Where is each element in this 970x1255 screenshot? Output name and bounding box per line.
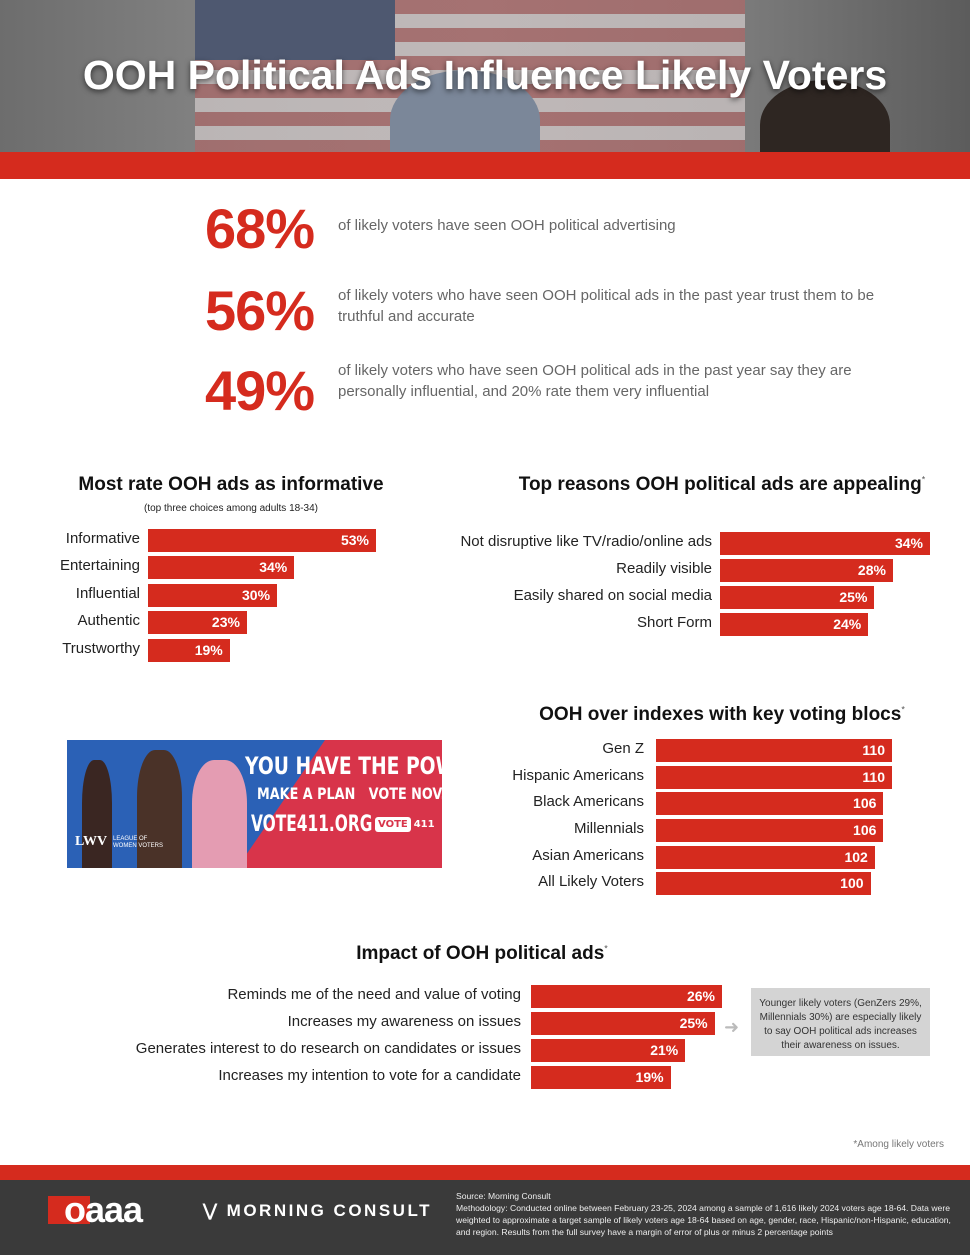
chart-title: OOH over indexes with key voting blocs* <box>482 704 962 726</box>
stat-value: 56% <box>205 279 315 342</box>
billboard-headline: YOU HAVE THE POWER <box>245 752 442 780</box>
lwv-name: LEAGUE OF WOMEN VOTERS <box>113 836 164 849</box>
methodology-text: Methodology: Conducted online between Fe… <box>456 1203 951 1237</box>
footnote: *Among likely voters <box>853 1139 944 1150</box>
oaaa-logo: oaaa <box>48 1189 143 1230</box>
chart-title-text: Most rate OOH ads as informative <box>78 474 384 495</box>
bar: 21% <box>531 1039 686 1062</box>
asterisk: * <box>901 704 905 715</box>
bar-label: Millennials <box>573 820 644 837</box>
stat-text: of likely voters who have seen OOH polit… <box>338 362 852 400</box>
stat-text: of likely voters have seen OOH political… <box>338 217 676 234</box>
bar: 110 <box>656 766 892 789</box>
stat-text: of likely voters who have seen OOH polit… <box>338 287 875 325</box>
flag-canton <box>195 0 395 60</box>
source-line: Source: Morning Consult <box>456 1191 551 1201</box>
bar-label: Easily shared on social media <box>513 587 712 604</box>
bar-label: Not disruptive like TV/radio/online ads <box>460 533 712 550</box>
person-image <box>137 750 182 868</box>
bar: 106 <box>656 819 884 842</box>
billboard-url: VOTE411.ORG <box>251 812 373 837</box>
morning-consult-text: MORNING CONSULT <box>226 1201 432 1220</box>
bar: 110 <box>656 739 892 762</box>
bar: 102 <box>656 846 875 869</box>
chart-subtitle: (top three choices among adults 18-34) <box>144 503 318 514</box>
billboard-subline: MAKE A PLAN VOTE NOV. 8 <box>257 784 442 803</box>
page-title: OOH Political Ads Influence Likely Voter… <box>82 52 888 98</box>
bar-label: Trustworthy <box>62 640 140 657</box>
bar-label: Hispanic Americans <box>512 767 644 784</box>
bar-label: Authentic <box>77 612 140 629</box>
billboard-image: YOU HAVE THE POWER MAKE A PLAN VOTE NOV.… <box>67 740 442 868</box>
bar-label: Generates interest to do research on can… <box>135 1040 521 1057</box>
bar: 24% <box>720 613 869 636</box>
asterisk: * <box>921 474 926 485</box>
arrow-right-icon: ➜ <box>724 1017 740 1037</box>
bar: 19% <box>148 639 230 662</box>
bar: 28% <box>720 559 893 582</box>
footer-divider <box>0 1165 970 1180</box>
bar: 25% <box>531 1012 715 1035</box>
bar: 26% <box>531 985 722 1008</box>
chart-title-text: Impact of OOH political ads <box>356 943 605 964</box>
chevron-logo-icon: ⋁ <box>203 1201 227 1220</box>
chart-title: Impact of OOH political ads* <box>242 943 722 965</box>
vote411-number: 411 <box>413 819 435 830</box>
bar-label: Black Americans <box>533 793 644 810</box>
bar-label: Influential <box>75 585 140 602</box>
bar-label: Increases my intention to vote for a can… <box>218 1067 521 1084</box>
bar: 34% <box>148 556 295 579</box>
bar: 53% <box>148 529 376 552</box>
person-image <box>82 760 112 868</box>
bar: 25% <box>720 586 875 609</box>
stat-value: 68% <box>205 197 315 260</box>
header-photo <box>0 0 970 152</box>
bar: 34% <box>720 532 930 555</box>
bar: 30% <box>148 584 278 607</box>
bar: 106 <box>656 792 884 815</box>
morning-consult-logo: ⋁ MORNING CONSULT <box>203 1201 432 1221</box>
chart-title: Most rate OOH ads as informative <box>31 474 431 496</box>
source-text: Source: Morning Consult Methodology: Con… <box>456 1190 956 1238</box>
person-silhouette <box>760 80 890 152</box>
bar: 23% <box>148 611 247 634</box>
bar-label: Increases my awareness on issues <box>287 1013 521 1030</box>
bar-label: Short Form <box>636 614 712 631</box>
bar-label: Reminds me of the need and value of voti… <box>227 986 521 1003</box>
bar-label: Informative <box>65 530 140 547</box>
bar-label: Gen Z <box>602 740 644 757</box>
bar: 19% <box>531 1066 671 1089</box>
stat-value: 49% <box>205 359 315 422</box>
oaaa-logo-box <box>48 1196 90 1224</box>
asterisk: * <box>604 943 608 954</box>
lwv-logo: LWV <box>75 834 108 849</box>
callout-box: Younger likely voters (GenZers 29%, Mill… <box>751 988 930 1056</box>
person-image <box>192 760 247 868</box>
person-silhouette <box>390 70 540 152</box>
footer <box>0 1180 970 1255</box>
header-divider <box>0 152 970 179</box>
chart-title-text: Top reasons OOH political ads are appeal… <box>518 474 922 495</box>
bar-label: Asian Americans <box>532 847 644 864</box>
vote411-badge: VOTE <box>375 817 411 832</box>
bar-label: All Likely Voters <box>538 873 644 890</box>
oaaa-logo-text: oaaa <box>64 1189 143 1230</box>
bar-label: Entertaining <box>59 557 140 574</box>
chart-title: Top reasons OOH political ads are appeal… <box>482 474 962 496</box>
bar: 100 <box>656 872 871 895</box>
chart-title-text: OOH over indexes with key voting blocs <box>539 704 902 725</box>
bar-label: Readily visible <box>616 560 712 577</box>
